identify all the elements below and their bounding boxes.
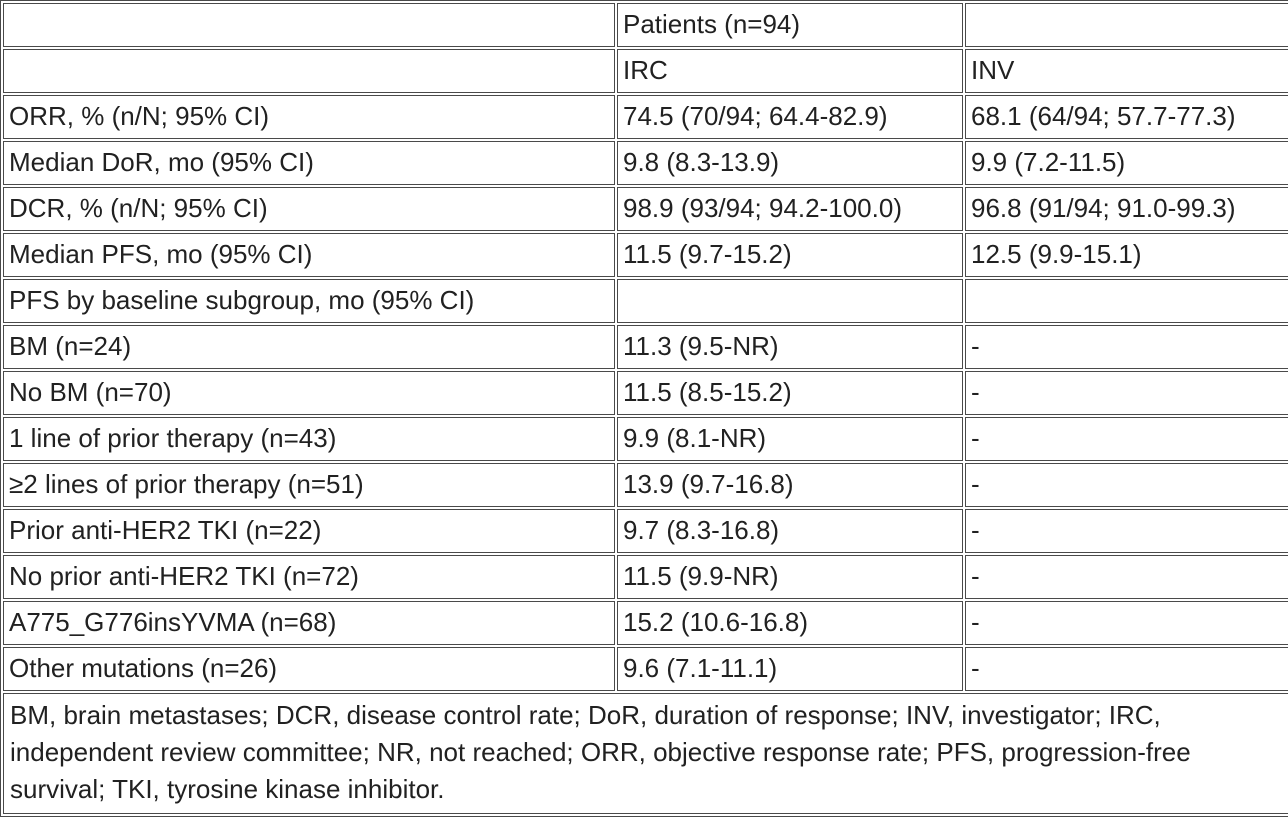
header-row-patients: Patients (n=94) <box>3 3 1288 47</box>
empty-header-cell <box>3 49 615 93</box>
table-row: ORR, % (n/N; 95% CI) 74.5 (70/94; 64.4-8… <box>3 95 1288 139</box>
irc-value-cell: 13.9 (9.7-16.8) <box>617 463 963 507</box>
irc-value-cell: 15.2 (10.6-16.8) <box>617 601 963 645</box>
irc-value-cell: 9.6 (7.1-11.1) <box>617 647 963 691</box>
empty-header-cell <box>965 3 1288 47</box>
inv-value-cell: - <box>965 647 1288 691</box>
inv-value-cell: - <box>965 371 1288 415</box>
row-label-cell: ≥2 lines of prior therapy (n=51) <box>3 463 615 507</box>
row-label-cell: Median PFS, mo (95% CI) <box>3 233 615 277</box>
irc-value-cell: 11.5 (9.9-NR) <box>617 555 963 599</box>
patients-header-cell: Patients (n=94) <box>617 3 963 47</box>
row-label-cell: No prior anti-HER2 TKI (n=72) <box>3 555 615 599</box>
inv-value-cell: - <box>965 509 1288 553</box>
inv-value-cell: 12.5 (9.9-15.1) <box>965 233 1288 277</box>
inv-value-cell <box>965 279 1288 323</box>
inv-header-cell: INV <box>965 49 1288 93</box>
inv-value-cell: - <box>965 601 1288 645</box>
footnote-row: BM, brain metastases; DCR, disease contr… <box>3 693 1288 814</box>
row-label-cell: PFS by baseline subgroup, mo (95% CI) <box>3 279 615 323</box>
table-row: Other mutations (n=26) 9.6 (7.1-11.1) - <box>3 647 1288 691</box>
table-row: PFS by baseline subgroup, mo (95% CI) <box>3 279 1288 323</box>
table-row: Prior anti-HER2 TKI (n=22) 9.7 (8.3-16.8… <box>3 509 1288 553</box>
table-row: No BM (n=70) 11.5 (8.5-15.2) - <box>3 371 1288 415</box>
irc-value-cell <box>617 279 963 323</box>
irc-value-cell: 11.3 (9.5-NR) <box>617 325 963 369</box>
row-label-cell: BM (n=24) <box>3 325 615 369</box>
table-row: Median DoR, mo (95% CI) 9.8 (8.3-13.9) 9… <box>3 141 1288 185</box>
irc-value-cell: 9.7 (8.3-16.8) <box>617 509 963 553</box>
irc-header-cell: IRC <box>617 49 963 93</box>
irc-value-cell: 9.9 (8.1-NR) <box>617 417 963 461</box>
table-row: ≥2 lines of prior therapy (n=51) 13.9 (9… <box>3 463 1288 507</box>
inv-value-cell: 96.8 (91/94; 91.0-99.3) <box>965 187 1288 231</box>
inv-value-cell: - <box>965 417 1288 461</box>
inv-value-cell: - <box>965 325 1288 369</box>
table-row: A775_G776insYVMA (n=68) 15.2 (10.6-16.8)… <box>3 601 1288 645</box>
table-row: 1 line of prior therapy (n=43) 9.9 (8.1-… <box>3 417 1288 461</box>
header-row-assessor: IRC INV <box>3 49 1288 93</box>
inv-value-cell: 68.1 (64/94; 57.7-77.3) <box>965 95 1288 139</box>
table-row: BM (n=24) 11.3 (9.5-NR) - <box>3 325 1288 369</box>
inv-value-cell: - <box>965 463 1288 507</box>
row-label-cell: Prior anti-HER2 TKI (n=22) <box>3 509 615 553</box>
row-label-cell: A775_G776insYVMA (n=68) <box>3 601 615 645</box>
row-label-cell: Median DoR, mo (95% CI) <box>3 141 615 185</box>
row-label-cell: No BM (n=70) <box>3 371 615 415</box>
table-row: Median PFS, mo (95% CI) 11.5 (9.7-15.2) … <box>3 233 1288 277</box>
footnote: BM, brain metastases; DCR, disease contr… <box>3 693 1288 814</box>
inv-value-cell: 9.9 (7.2-11.5) <box>965 141 1288 185</box>
table-row: DCR, % (n/N; 95% CI) 98.9 (93/94; 94.2-1… <box>3 187 1288 231</box>
irc-value-cell: 9.8 (8.3-13.9) <box>617 141 963 185</box>
irc-value-cell: 11.5 (8.5-15.2) <box>617 371 963 415</box>
irc-value-cell: 74.5 (70/94; 64.4-82.9) <box>617 95 963 139</box>
results-table-body: Patients (n=94) IRC INV ORR, % (n/N; 95%… <box>3 3 1288 814</box>
row-label-cell: Other mutations (n=26) <box>3 647 615 691</box>
row-label-cell: 1 line of prior therapy (n=43) <box>3 417 615 461</box>
empty-header-cell <box>3 3 615 47</box>
row-label-cell: DCR, % (n/N; 95% CI) <box>3 187 615 231</box>
row-label-cell: ORR, % (n/N; 95% CI) <box>3 95 615 139</box>
irc-value-cell: 98.9 (93/94; 94.2-100.0) <box>617 187 963 231</box>
irc-value-cell: 11.5 (9.7-15.2) <box>617 233 963 277</box>
table-row: No prior anti-HER2 TKI (n=72) 11.5 (9.9-… <box>3 555 1288 599</box>
inv-value-cell: - <box>965 555 1288 599</box>
